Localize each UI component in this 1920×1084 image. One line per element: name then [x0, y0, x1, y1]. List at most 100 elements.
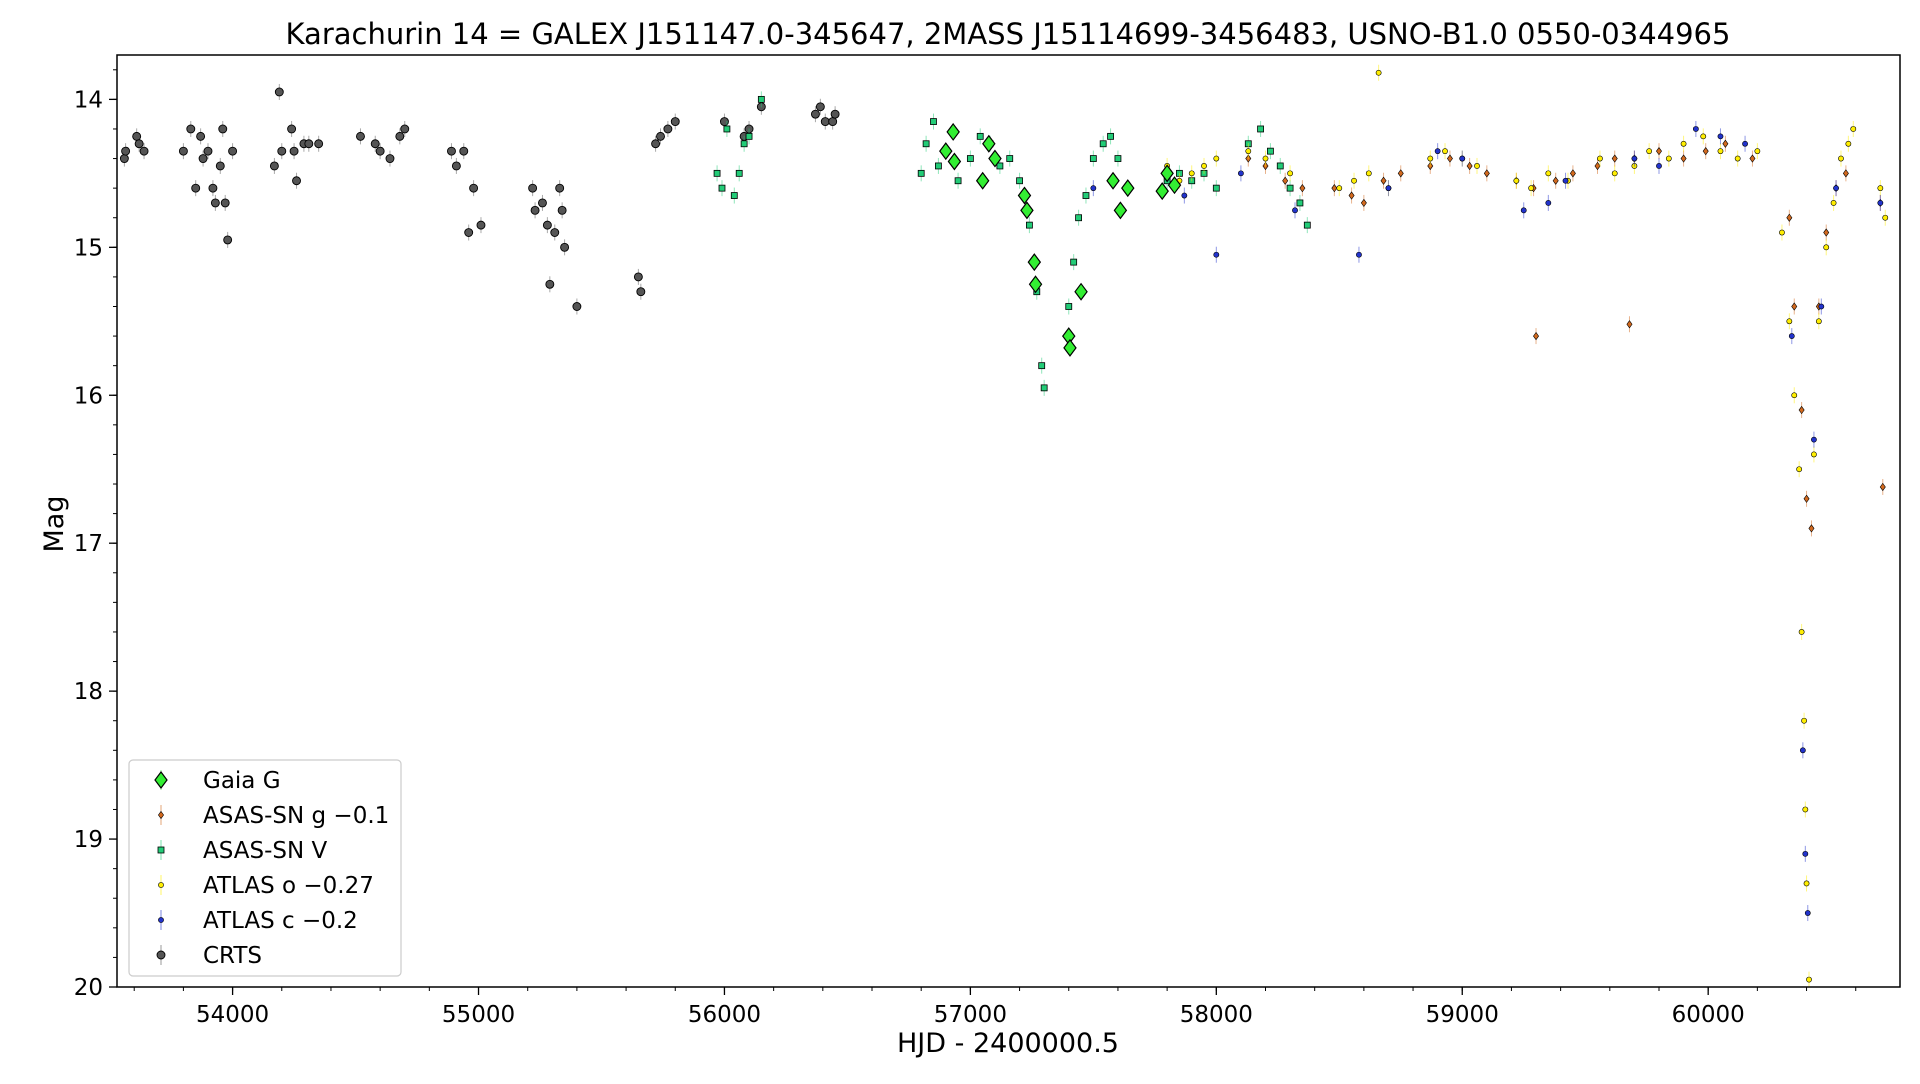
- data-point: [289, 146, 299, 156]
- data-point: [966, 155, 974, 162]
- data-point: [1734, 155, 1741, 162]
- data-point: [1786, 213, 1793, 222]
- data-point: [1070, 258, 1078, 266]
- data-point: [636, 287, 646, 297]
- x-tick-label: 59000: [1426, 1002, 1499, 1028]
- data-point: [1656, 147, 1662, 156]
- data-point: [1754, 148, 1761, 155]
- data-point: [1212, 184, 1220, 192]
- data-point: [820, 117, 830, 127]
- data-point: [557, 205, 567, 215]
- data-point: [1089, 155, 1097, 162]
- data-point: [1513, 177, 1520, 184]
- data-point: [1692, 126, 1699, 132]
- data-point: [730, 192, 738, 199]
- data-point: [191, 183, 201, 193]
- data-point: [304, 139, 314, 149]
- data-point: [1823, 228, 1830, 237]
- data-point: [663, 124, 673, 134]
- data-point: [1791, 302, 1798, 311]
- data-point: [1830, 200, 1837, 206]
- data-point: [830, 109, 840, 119]
- data-point: [718, 184, 726, 192]
- data-point: [223, 235, 233, 245]
- data-point: [810, 109, 820, 119]
- legend-marker: [158, 917, 164, 923]
- data-point: [1114, 155, 1122, 162]
- data-point: [1749, 154, 1756, 163]
- data-point: [1717, 133, 1724, 140]
- data-point: [1040, 384, 1048, 392]
- data-point: [1006, 155, 1014, 162]
- legend-marker: [158, 882, 164, 888]
- data-point: [1331, 184, 1338, 193]
- data-point: [1611, 170, 1618, 177]
- data-point: [451, 161, 461, 171]
- data-point: [1075, 214, 1082, 222]
- data-point: [269, 161, 279, 171]
- data-point: [1877, 200, 1884, 206]
- data-point: [1360, 198, 1367, 208]
- data-point: [1365, 170, 1372, 177]
- data-point: [1017, 186, 1032, 205]
- data-point: [1292, 207, 1298, 214]
- y-tick-label: 17: [74, 531, 103, 557]
- data-point: [530, 205, 540, 215]
- data-point: [917, 169, 925, 177]
- data-point: [1351, 177, 1357, 184]
- data-point: [1717, 148, 1724, 155]
- data-point: [1276, 162, 1284, 170]
- y-tick-label: 16: [74, 383, 103, 409]
- data-point: [1626, 320, 1633, 329]
- data-point: [1466, 161, 1473, 171]
- data-point: [982, 134, 996, 153]
- data-point: [277, 146, 287, 156]
- data-point: [1213, 251, 1220, 258]
- data-point: [939, 142, 953, 161]
- data-point: [550, 228, 560, 237]
- data-point: [1028, 275, 1043, 294]
- data-point: [134, 139, 144, 149]
- data-point: [1646, 148, 1653, 155]
- data-point: [464, 228, 474, 237]
- x-axis-label: HJD - 2400000.5: [897, 1028, 1119, 1059]
- data-point: [356, 131, 365, 141]
- data-point: [1065, 303, 1073, 310]
- data-point: [1850, 126, 1857, 132]
- data-point: [1786, 318, 1793, 325]
- y-tick-label: 19: [74, 827, 103, 853]
- data-point: [1375, 69, 1382, 76]
- data-point: [1799, 747, 1806, 754]
- legend-label: ATLAS c −0.2: [203, 908, 358, 934]
- data-point: [1833, 185, 1839, 192]
- data-point: [1802, 850, 1809, 857]
- data-point: [228, 146, 238, 156]
- data-point: [1838, 155, 1844, 162]
- data-point: [469, 183, 479, 193]
- data-point: [1113, 201, 1128, 220]
- plot-frame: [116, 54, 1901, 988]
- data-point: [1380, 176, 1387, 185]
- data-point: [1160, 164, 1174, 183]
- data-point: [1287, 170, 1293, 177]
- data-point: [922, 140, 930, 148]
- data-point: [1811, 436, 1817, 443]
- data-point: [1811, 451, 1817, 458]
- data-point: [1806, 976, 1812, 983]
- data-point: [1656, 163, 1662, 169]
- data-point: [1303, 221, 1311, 229]
- data-point: [670, 117, 680, 127]
- data-point: [528, 183, 538, 193]
- data-point: [633, 272, 643, 282]
- data-point: [1106, 171, 1120, 190]
- x-tick-label: 60000: [1672, 1002, 1745, 1028]
- x-tick-label: 54000: [196, 1002, 269, 1028]
- data-point: [1474, 163, 1480, 169]
- data-point: [542, 220, 552, 230]
- data-point: [757, 95, 765, 103]
- data-point: [1594, 161, 1601, 171]
- data-point: [1562, 177, 1569, 184]
- data-point: [1788, 333, 1795, 339]
